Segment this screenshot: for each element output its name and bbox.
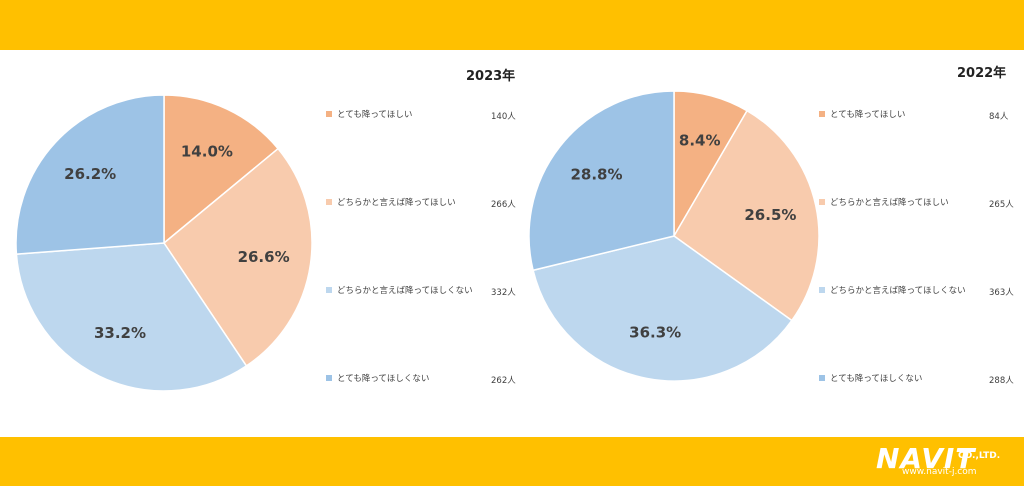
top-banner: [0, 0, 1024, 50]
logo-suffix: CO.,LTD.: [958, 451, 1001, 461]
pie-chart-2023: 14.0% 26.6% 33.2% 26.2%: [15, 94, 313, 392]
legend-swatch: [819, 287, 825, 293]
legend-label: どちらかと言えば降ってほしい: [830, 198, 949, 208]
legend-item: どちらかと言えば降ってほしい: [819, 195, 949, 209]
legend-swatch: [326, 375, 332, 381]
legend-item: とても降ってほしくない: [326, 371, 429, 385]
legend-label: とても降ってほしくない: [337, 374, 430, 384]
legend-count: 332人: [491, 288, 516, 298]
bottom-banner: [0, 437, 1024, 486]
legend-label: とても降ってほしくない: [830, 374, 923, 384]
legend-label: とても降ってほしい: [337, 110, 413, 120]
legend-item: どちらかと言えば降ってほしくない: [819, 283, 966, 297]
pie-slice: [163, 94, 280, 245]
slice-value-label: 36.3%: [629, 323, 681, 341]
legend-label: どちらかと言えば降ってほしくない: [337, 286, 473, 296]
legend-label: どちらかと言えば降ってほしくない: [830, 286, 966, 296]
slice-value-label: 26.5%: [744, 206, 796, 224]
slice-value-label: 14.0%: [181, 142, 233, 160]
legend-count: 262人: [491, 376, 516, 386]
pie-slice: [532, 235, 793, 382]
legend-swatch: [326, 287, 332, 293]
logo-brand: NAVIT: [876, 442, 976, 475]
navit-logo: NAVIT CO.,LTD. www.navit-j.com: [872, 442, 1020, 482]
legend-item: どちらかと言えば降ってほしい: [326, 195, 456, 209]
legend-label: どちらかと言えば降ってほしい: [337, 198, 456, 208]
legend-count: 266人: [491, 200, 516, 210]
legend-label: とても降ってほしい: [830, 110, 906, 120]
slice-value-label: 26.6%: [238, 248, 290, 266]
slice-value-label: 33.2%: [94, 324, 146, 342]
slice-value-label: 26.2%: [64, 165, 116, 183]
legend-swatch: [326, 199, 332, 205]
slice-value-label: 8.4%: [679, 131, 721, 149]
logo-url: www.navit-j.com: [902, 467, 977, 477]
pie-slice: [15, 242, 248, 392]
chart-title: 2022年: [957, 66, 1007, 81]
legend-item: とても降ってほしくない: [819, 371, 922, 385]
legend-item: どちらかと言えば降ってほしくない: [326, 283, 473, 297]
pie-slice: [162, 147, 313, 367]
legend-count: 288人: [989, 376, 1014, 386]
slice-value-label: 28.8%: [570, 166, 622, 184]
chart-panel-2022: 2022年 8.4% 26.5% 36.3% 28.8% とても降ってほしい どちらか…: [520, 50, 1024, 437]
pie-slice: [15, 94, 165, 255]
pie-slice: [528, 90, 675, 272]
pie-chart-2022: 8.4% 26.5% 36.3% 28.8%: [528, 90, 820, 382]
legend-item: とても降ってほしい: [326, 107, 412, 121]
legend-count: 84人: [989, 112, 1009, 122]
legend-count: 265人: [989, 200, 1014, 210]
chart-title: 2023年: [466, 69, 516, 84]
chart-panel-2023: 2023年 14.0% 26.6% 33.2% 26.2% とても降ってほしい どちら…: [0, 50, 520, 437]
legend-swatch: [326, 111, 332, 117]
legend-swatch: [819, 375, 825, 381]
legend-count: 363人: [989, 288, 1014, 298]
legend-item: とても降ってほしい: [819, 107, 905, 121]
legend-count: 140人: [491, 112, 516, 122]
pie-slice: [673, 109, 820, 322]
legend-swatch: [819, 199, 825, 205]
legend-swatch: [819, 111, 825, 117]
